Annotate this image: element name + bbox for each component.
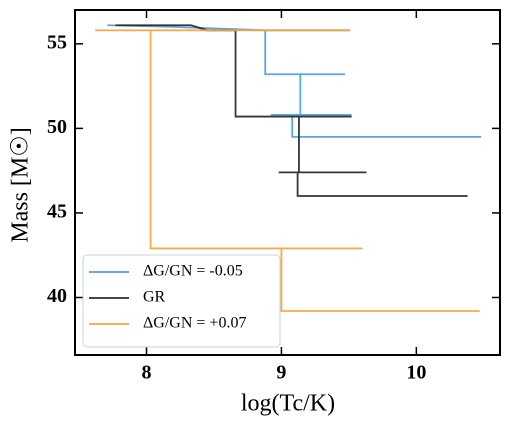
y-tick-label: 55 bbox=[47, 31, 67, 53]
y-tick-label: 45 bbox=[47, 201, 67, 223]
series-line bbox=[95, 29, 480, 312]
y-tick-label: 40 bbox=[47, 285, 67, 307]
legend-label: ΔG/GN = -0.05 bbox=[143, 263, 243, 280]
x-axis-label: log(Tc/K) bbox=[241, 391, 335, 417]
y-tick-label: 50 bbox=[47, 116, 67, 138]
series-line bbox=[115, 24, 468, 197]
y-axis-label: Mass [M☉] bbox=[8, 127, 34, 243]
plot-frame bbox=[74, 9, 501, 356]
legend-label: ΔG/GN = +0.07 bbox=[143, 315, 246, 332]
x-tick-label: 10 bbox=[406, 362, 426, 384]
legend-box bbox=[82, 254, 281, 348]
series-line bbox=[107, 24, 482, 138]
legend-label: GR bbox=[143, 289, 166, 306]
x-tick-label: 9 bbox=[276, 362, 286, 384]
x-tick-label: 8 bbox=[142, 362, 152, 384]
